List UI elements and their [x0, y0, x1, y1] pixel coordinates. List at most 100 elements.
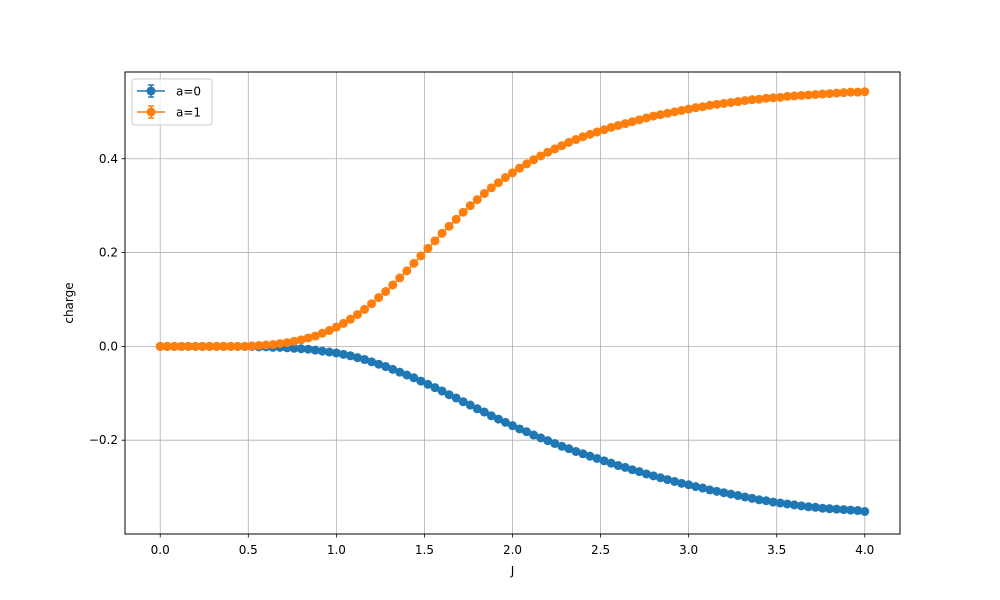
data-point: [219, 341, 229, 351]
data-point: [620, 119, 630, 129]
data-point: [782, 499, 792, 509]
legend-marker: [146, 107, 156, 117]
data-point: [768, 93, 778, 103]
data-point: [338, 349, 348, 359]
data-point: [810, 90, 820, 100]
data-point: [550, 144, 560, 154]
data-point: [663, 475, 672, 485]
data-point: [564, 444, 574, 454]
data-point: [472, 195, 482, 205]
data-point: [479, 407, 489, 417]
data-point: [796, 501, 806, 511]
series-layer: [155, 87, 870, 516]
data-point: [585, 451, 595, 461]
data-point: [367, 357, 377, 367]
data-point: [423, 243, 433, 253]
y-tick-label: 0.4: [99, 152, 118, 166]
data-point: [620, 462, 630, 472]
x-tick-label: 3.0: [679, 543, 698, 557]
data-point: [592, 127, 602, 137]
data-point: [324, 347, 334, 357]
data-point: [500, 417, 510, 427]
data-point: [719, 488, 729, 498]
data-point: [345, 314, 355, 324]
data-point: [705, 485, 715, 495]
legend-entry: a=1: [137, 105, 201, 120]
data-point: [691, 482, 701, 492]
data-point: [296, 344, 306, 354]
data-point: [317, 328, 327, 338]
data-point: [310, 331, 320, 341]
data-point: [803, 90, 813, 100]
data-point: [754, 94, 764, 104]
data-point: [486, 183, 496, 193]
data-point: [303, 333, 313, 343]
data-point: [663, 108, 672, 118]
data-point: [247, 341, 257, 351]
data-point: [606, 458, 616, 468]
data-point: [818, 89, 827, 99]
data-point: [641, 113, 651, 123]
data-point: [677, 105, 687, 115]
data-point: [444, 390, 454, 400]
series-a=1: [155, 87, 870, 351]
data-point: [747, 95, 757, 105]
data-point: [550, 438, 560, 448]
data-point: [395, 367, 405, 377]
data-point: [345, 351, 355, 361]
data-point: [634, 467, 644, 477]
data-point: [698, 483, 708, 493]
data-point: [458, 397, 468, 407]
data-point: [472, 404, 482, 414]
x-tick-label: 0.5: [239, 543, 258, 557]
data-point: [712, 486, 722, 496]
data-point: [282, 338, 292, 348]
data-point: [684, 104, 694, 114]
data-point: [303, 344, 313, 354]
data-point: [543, 436, 553, 446]
data-point: [423, 379, 433, 389]
data-point: [761, 93, 771, 103]
data-point: [557, 141, 567, 151]
data-point: [634, 115, 644, 125]
data-point: [437, 228, 447, 238]
data-point: [775, 92, 785, 102]
data-point: [388, 280, 398, 290]
data-point: [367, 299, 377, 309]
data-point: [775, 498, 785, 508]
data-point: [402, 266, 412, 276]
data-point: [275, 339, 285, 349]
data-point: [310, 345, 320, 355]
data-point: [374, 359, 384, 369]
data-point: [592, 453, 602, 463]
data-point: [768, 497, 778, 507]
data-point: [508, 168, 517, 178]
data-point: [289, 336, 299, 346]
data-point: [613, 461, 623, 471]
data-point: [458, 207, 468, 217]
data-point: [832, 504, 842, 514]
data-point: [515, 424, 525, 434]
data-point: [761, 496, 771, 506]
data-point: [353, 309, 362, 319]
legend-label: a=0: [176, 85, 201, 99]
data-point: [254, 340, 264, 350]
data-point: [536, 151, 546, 161]
data-point: [451, 393, 461, 403]
data-point: [381, 362, 391, 372]
data-point: [409, 258, 419, 268]
data-point: [670, 107, 680, 117]
data-point: [839, 88, 849, 98]
data-point: [529, 155, 539, 165]
data-point: [493, 414, 503, 424]
data-point: [740, 96, 750, 106]
x-tick-label: 2.5: [591, 543, 610, 557]
data-point: [416, 251, 426, 261]
data-point: [860, 87, 870, 97]
data-point: [374, 293, 384, 303]
data-point: [740, 492, 750, 502]
data-point: [846, 87, 856, 97]
data-point: [627, 117, 637, 127]
data-point: [451, 214, 461, 224]
data-point: [796, 90, 806, 100]
